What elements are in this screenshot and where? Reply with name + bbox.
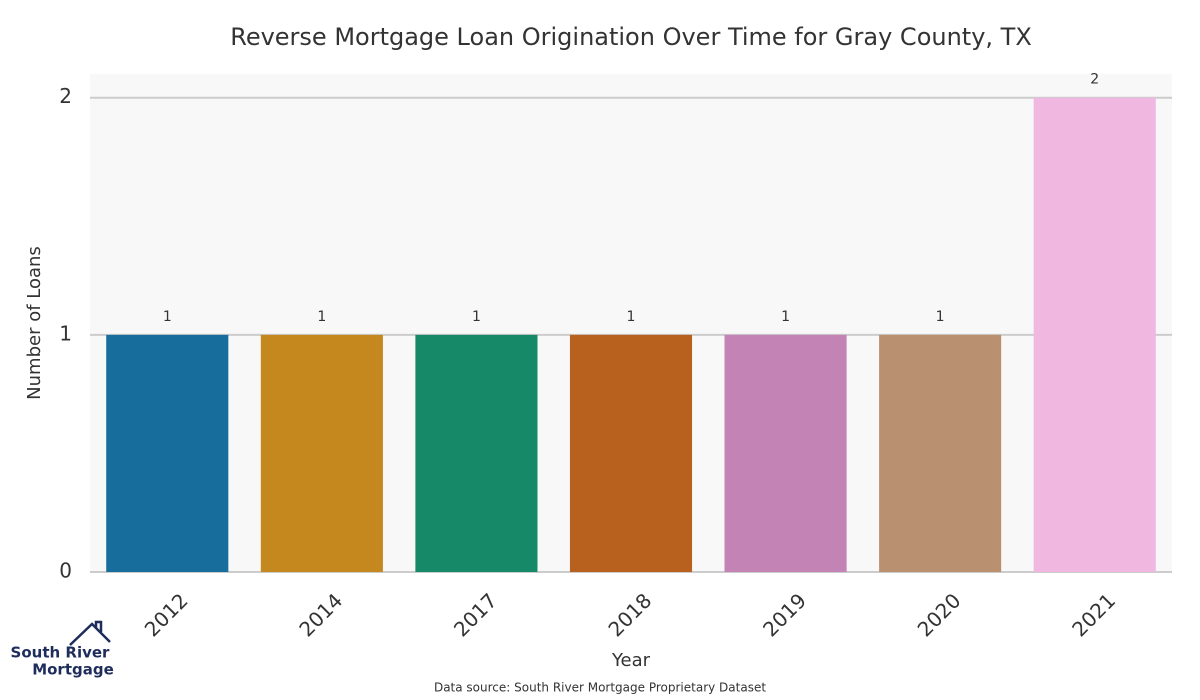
logo: South River Mortgage	[11, 620, 114, 679]
bar	[724, 334, 847, 572]
y-tick-label: 2	[59, 84, 72, 108]
x-tick-label: 2017	[449, 588, 502, 641]
x-tick-label: 2012	[140, 588, 193, 641]
bar	[415, 334, 538, 572]
x-tick-label: 2019	[758, 588, 811, 641]
data-label: 1	[781, 309, 790, 325]
data-label: 1	[936, 309, 945, 325]
x-tick-label: 2021	[1067, 588, 1120, 641]
logo-text: South River	[11, 644, 111, 662]
logo-text: Mortgage	[32, 661, 114, 679]
x-axis-label: Year	[611, 650, 651, 671]
bar	[879, 334, 1002, 572]
x-tick-label: 2018	[603, 588, 656, 641]
data-label: 1	[163, 309, 172, 325]
data-label: 1	[627, 309, 636, 325]
x-tick-label: 2014	[294, 588, 347, 641]
data-label: 1	[317, 309, 326, 325]
source-note: Data source: South River Mortgage Propri…	[434, 681, 766, 695]
data-label: 1	[472, 309, 481, 325]
chart-title: Reverse Mortgage Loan Origination Over T…	[230, 23, 1032, 51]
x-tick-label: 2020	[913, 588, 966, 641]
y-tick-label: 0	[59, 559, 72, 583]
logo-house	[69, 620, 111, 646]
data-label: 2	[1090, 72, 1099, 88]
bar	[106, 334, 229, 572]
bar	[260, 334, 383, 572]
bar	[1033, 97, 1156, 572]
y-tick-label: 1	[59, 321, 72, 345]
y-axis-label: Number of Loans	[24, 246, 45, 400]
bar	[569, 334, 693, 572]
